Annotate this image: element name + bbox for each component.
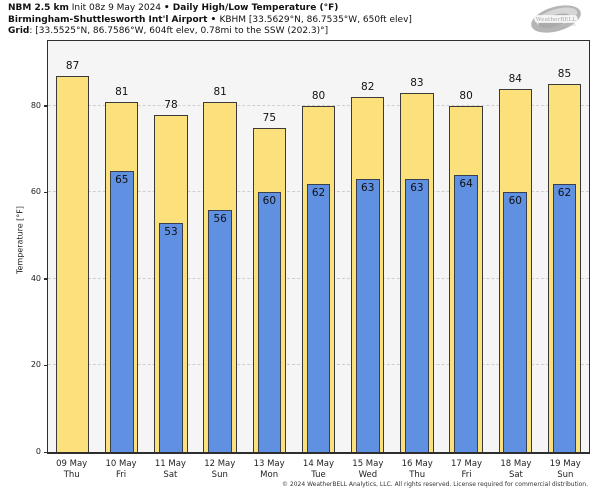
chart-title: Daily High/Low Temperature (°F) [172,3,339,13]
x-tick-label: 09 May Thu [47,459,96,481]
station-info: KBHM [33.5629°N, 86.7535°W, 650ft elev] [219,14,412,25]
high-value-label: 80 [311,89,326,102]
x-tick-day: Tue [311,470,326,480]
low-bar: 60 [257,192,282,452]
x-tick-label: 14 May Tue [294,459,343,481]
x-axis-labels: 09 May Thu 10 May Fri 11 May Sat 12 May Sun 13 M… [47,459,590,481]
day-slot-15-May: 82 63 [343,41,392,452]
x-tick-label: 13 May Mon [244,459,293,481]
day-slot-12-May: 81 56 [196,41,245,452]
x-tick-day: Sat [163,470,178,480]
x-tick-date: 18 May [500,459,532,469]
y-tick-mark [44,191,48,194]
gridline-80 [48,104,589,106]
model-name: NBM 2.5 km [8,3,69,13]
x-tick-label: 16 May Thu [393,459,442,481]
day-slot-09-May: 87 [48,41,97,452]
high-value-label: 84 [508,72,522,85]
high-value-label: 83 [410,76,424,89]
day-slot-10-May: 81 65 [97,41,146,452]
header-line-1: NBM 2.5 km Init 08z 9 May 2024 • Daily H… [8,3,412,15]
x-tick-day: Mon [260,470,279,480]
x-tick-label: 17 May Fri [442,459,491,481]
x-tick-day: Fri [115,470,127,480]
x-tick-date: 12 May [204,459,236,469]
x-tick-day: Sun [211,470,228,480]
header-line-3: Grid: [33.5525°N, 86.7586°W, 604ft elev,… [8,26,412,38]
low-bar: 56 [208,209,232,452]
high-value-label: 82 [361,81,375,94]
x-tick-day: Thu [409,470,426,480]
y-tick-label: 20 [30,360,41,370]
x-tick-date: 16 May [401,459,433,469]
x-tick-day: Thu [63,470,80,480]
y-tick-mark [44,364,48,367]
high-value-label: 81 [115,85,129,98]
x-tick-date: 17 May [451,459,483,469]
bullet-separator: • [163,3,173,13]
logo-text: WeatherBELL [536,17,577,23]
day-slot-18-May: 84 60 [491,41,540,452]
x-tick-date: 11 May [154,459,186,469]
x-tick-date: 09 May [56,459,88,469]
x-tick-date: 19 May [549,459,581,469]
day-slot-13-May: 75 60 [245,41,294,452]
day-slot-14-May: 80 62 [294,41,343,452]
low-bar: 63 [405,179,429,452]
y-tick-mark [44,105,48,107]
station-name: Birmingham-Shuttlesworth Int'l Airport [8,14,208,25]
x-tick-day: Wed [358,470,378,480]
high-value-label: 78 [164,98,178,111]
high-value-label: 87 [65,59,80,72]
low-bar: 62 [552,183,577,452]
x-tick-day: Sun [557,470,574,480]
y-tick-label: 0 [35,447,41,456]
x-tick-label: 19 May Sun [541,459,590,481]
x-tick-label: 10 May Fri [96,459,145,481]
day-slot-17-May: 80 64 [442,41,491,452]
low-bar: 62 [306,183,331,452]
high-value-label: 81 [213,85,227,98]
high-value-label: 80 [459,89,473,102]
low-bar: 64 [454,175,478,452]
x-tick-day: Sat [508,470,523,480]
y-tick-label: 80 [30,100,41,110]
y-tick-mark [44,451,48,453]
plot-area: 87 81 65 78 53 81 56 75 60 80 62 82 63 83 63 80 64 84 60 85… [31,40,590,456]
weatherbell-logo-icon: WeatherBELL Analytics LLC [531,5,581,33]
x-tick-date: 15 May [352,459,384,469]
x-tick-label: 15 May Wed [343,459,392,481]
x-tick-label: 18 May Sat [491,459,540,481]
grid-label: Grid [8,26,30,36]
low-bar: 65 [109,170,134,452]
logo-subtext: Analytics LLC [559,23,576,27]
high-value-label: 85 [557,68,572,81]
copyright-notice: © 2024 WeatherBELL Analytics, LLC. All r… [282,481,588,488]
grid-info: : [33.5525°N, 86.7586°W, 604ft elev, 0.7… [29,26,329,36]
chart-header: NBM 2.5 km Init 08z 9 May 2024 • Daily H… [8,3,412,38]
y-axis-title: Temperature [°F] [15,205,25,275]
x-tick-date: 13 May [253,459,285,469]
x-tick-label: 11 May Sat [146,459,195,481]
high-bar [55,75,90,452]
day-slot-19-May: 85 62 [540,41,589,452]
y-tick-label: 60 [30,187,41,197]
x-tick-date: 14 May [302,459,335,469]
day-slot-11-May: 78 53 [146,41,195,452]
day-slot-16-May: 83 63 [392,41,441,452]
low-bar: 60 [503,192,528,452]
bar-slots: 87 81 65 78 53 81 56 75 60 80 62 82 63 83 63 80 64 84 60 85… [48,41,589,452]
low-bar: 63 [355,179,380,452]
init-time: Init 08z 9 May 2024 [68,3,164,13]
low-bar: 53 [159,222,183,452]
header-line-2: Birmingham-Shuttlesworth Int'l Airport •… [8,15,412,27]
x-tick-date: 10 May [105,459,137,469]
x-tick-label: 12 May Sun [195,459,244,481]
bullet-separator-2: • [207,14,220,25]
high-value-label: 75 [262,111,277,124]
y-tick-label: 40 [30,273,41,283]
x-tick-day: Fri [461,470,472,480]
y-tick-mark [44,278,48,280]
